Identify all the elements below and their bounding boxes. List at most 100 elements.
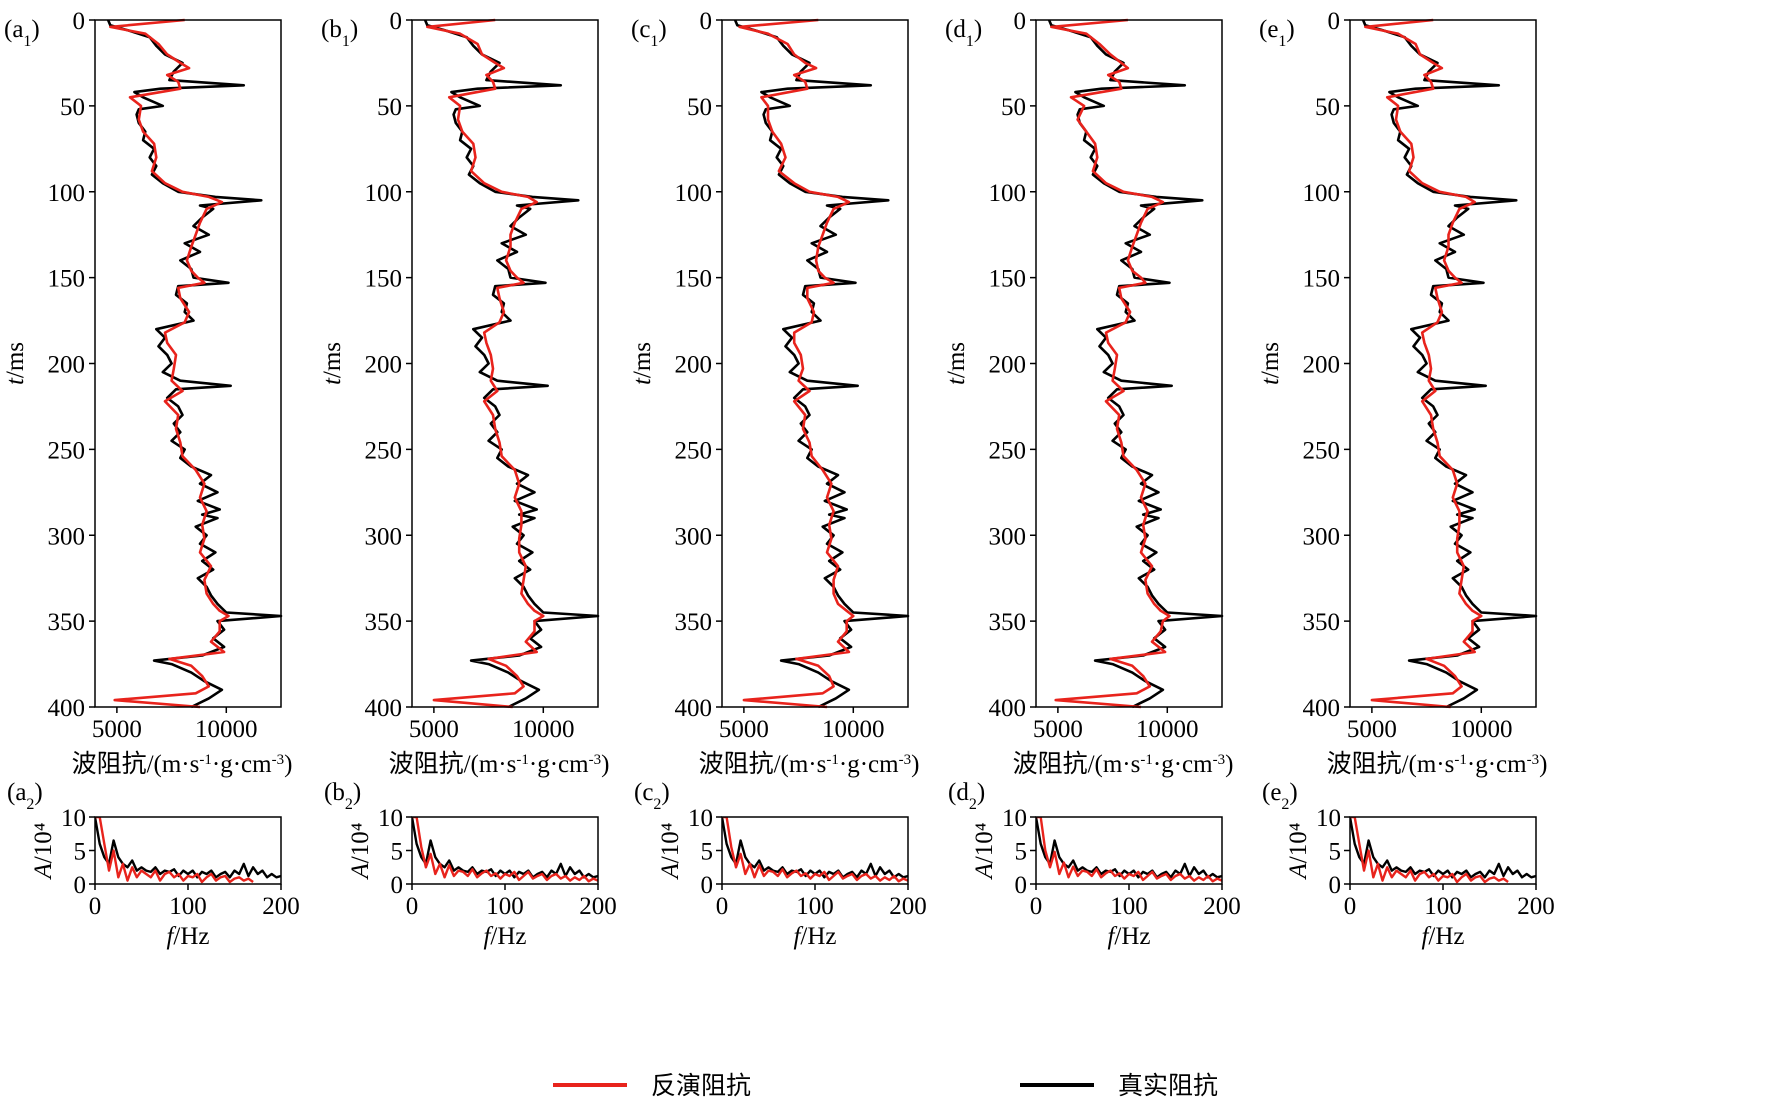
y-tick-label: 400 — [365, 695, 403, 722]
x-tick-label: 200 — [579, 893, 617, 920]
y-tick-label: 300 — [989, 523, 1027, 550]
y-tick-label: 50 — [1001, 94, 1026, 121]
x-tick-label: 10000 — [1136, 716, 1199, 743]
x-tick-label: 100 — [1424, 893, 1462, 920]
x-axis-label: f/Hz — [1421, 923, 1464, 950]
panel-label: (a2) — [7, 779, 43, 813]
y-tick-label: 400 — [1303, 695, 1341, 722]
y-tick-label: 10 — [61, 805, 86, 832]
series-line-inverted-d1 — [1050, 18, 1171, 709]
y-axis-label: A/10⁴ — [971, 822, 998, 880]
y-axis-label: t/ms — [943, 342, 970, 385]
panel-label: (d2) — [948, 779, 985, 813]
y-tick-label: 0 — [391, 872, 404, 899]
y-tick-label: 50 — [1315, 94, 1340, 121]
y-tick-label: 350 — [675, 609, 713, 636]
x-axis-label: f/Hz — [483, 923, 526, 950]
panel-label: (b1) — [321, 16, 358, 50]
y-tick-label: 250 — [1303, 437, 1341, 464]
y-axis-label: t/ms — [319, 342, 346, 385]
x-tick-label: 200 — [889, 893, 927, 920]
series-line-inverted-a1 — [109, 18, 230, 709]
spectrum-line-inverted-a2 — [95, 817, 254, 884]
y-tick-label: 300 — [1303, 523, 1341, 550]
series-line-true-d1 — [1047, 19, 1224, 709]
y-tick-label: 100 — [675, 180, 713, 207]
y-tick-label: 50 — [377, 94, 402, 121]
y-tick-label: 350 — [1303, 609, 1341, 636]
x-axis-label: 波阻抗/(m·s-1·g·cm-3) — [389, 750, 610, 778]
spectrum-line-true-e2 — [1350, 817, 1536, 879]
y-tick-label: 250 — [48, 437, 86, 464]
y-tick-label: 0 — [1328, 8, 1341, 35]
y-tick-label: 100 — [365, 180, 403, 207]
x-tick-label: 100 — [486, 893, 524, 920]
y-tick-label: 250 — [675, 437, 713, 464]
y-tick-label: 400 — [675, 695, 713, 722]
x-tick-label: 200 — [262, 893, 300, 920]
x-axis-label: f/Hz — [166, 923, 209, 950]
x-tick-label: 0 — [406, 893, 419, 920]
legend-label: 反演阻抗 — [651, 1072, 751, 1100]
y-tick-label: 300 — [365, 523, 403, 550]
x-axis-label: 波阻抗/(m·s-1·g·cm-3) — [1013, 750, 1234, 778]
x-tick-label: 0 — [89, 893, 102, 920]
x-tick-label: 0 — [1030, 893, 1043, 920]
x-tick-label: 200 — [1517, 893, 1555, 920]
y-tick-label: 300 — [48, 523, 86, 550]
y-tick-label: 250 — [365, 437, 403, 464]
y-tick-label: 50 — [60, 94, 85, 121]
x-tick-label: 10000 — [822, 716, 885, 743]
y-tick-label: 0 — [700, 8, 713, 35]
panel-label: (b2) — [324, 779, 361, 813]
y-tick-label: 200 — [365, 352, 403, 379]
y-tick-label: 5 — [701, 839, 714, 866]
plot-frame — [721, 19, 909, 708]
x-tick-label: 10000 — [1450, 716, 1513, 743]
spectrum-line-inverted-c2 — [722, 817, 908, 883]
x-tick-label: 5000 — [719, 716, 769, 743]
spectrum-line-inverted-e2 — [1350, 817, 1509, 884]
panel-label: (a1) — [4, 16, 40, 50]
y-tick-label: 150 — [365, 266, 403, 293]
series-line-true-b1 — [423, 19, 600, 709]
y-tick-label: 5 — [391, 839, 404, 866]
x-tick-label: 100 — [796, 893, 834, 920]
y-axis-label: t/ms — [2, 342, 29, 385]
legend-label: 真实阻抗 — [1118, 1072, 1218, 1100]
plot-frame — [94, 19, 282, 708]
series-line-true-c1 — [733, 19, 910, 709]
x-axis-label: f/Hz — [1107, 923, 1150, 950]
x-tick-label: 100 — [1110, 893, 1148, 920]
y-tick-label: 0 — [1015, 872, 1028, 899]
x-axis-label: 波阻抗/(m·s-1·g·cm-3) — [72, 750, 293, 778]
y-tick-label: 0 — [390, 8, 403, 35]
y-tick-label: 5 — [1015, 839, 1028, 866]
y-tick-label: 100 — [48, 180, 86, 207]
x-tick-label: 10000 — [512, 716, 575, 743]
panel-label: (e2) — [1262, 779, 1298, 813]
y-tick-label: 350 — [989, 609, 1027, 636]
y-axis-label: A/10⁴ — [1285, 822, 1312, 880]
y-tick-label: 200 — [989, 352, 1027, 379]
y-tick-label: 200 — [48, 352, 86, 379]
legend: 反演阻抗 真实阻抗 — [553, 1072, 1218, 1100]
y-tick-label: 100 — [989, 180, 1027, 207]
panel-label: (c2) — [634, 779, 670, 813]
y-tick-label: 10 — [378, 805, 403, 832]
y-axis-label: A/10⁴ — [657, 822, 684, 880]
y-tick-label: 0 — [73, 8, 86, 35]
y-tick-label: 350 — [48, 609, 86, 636]
panel-label: (d1) — [945, 16, 982, 50]
x-tick-label: 200 — [1203, 893, 1241, 920]
x-tick-label: 5000 — [1033, 716, 1083, 743]
